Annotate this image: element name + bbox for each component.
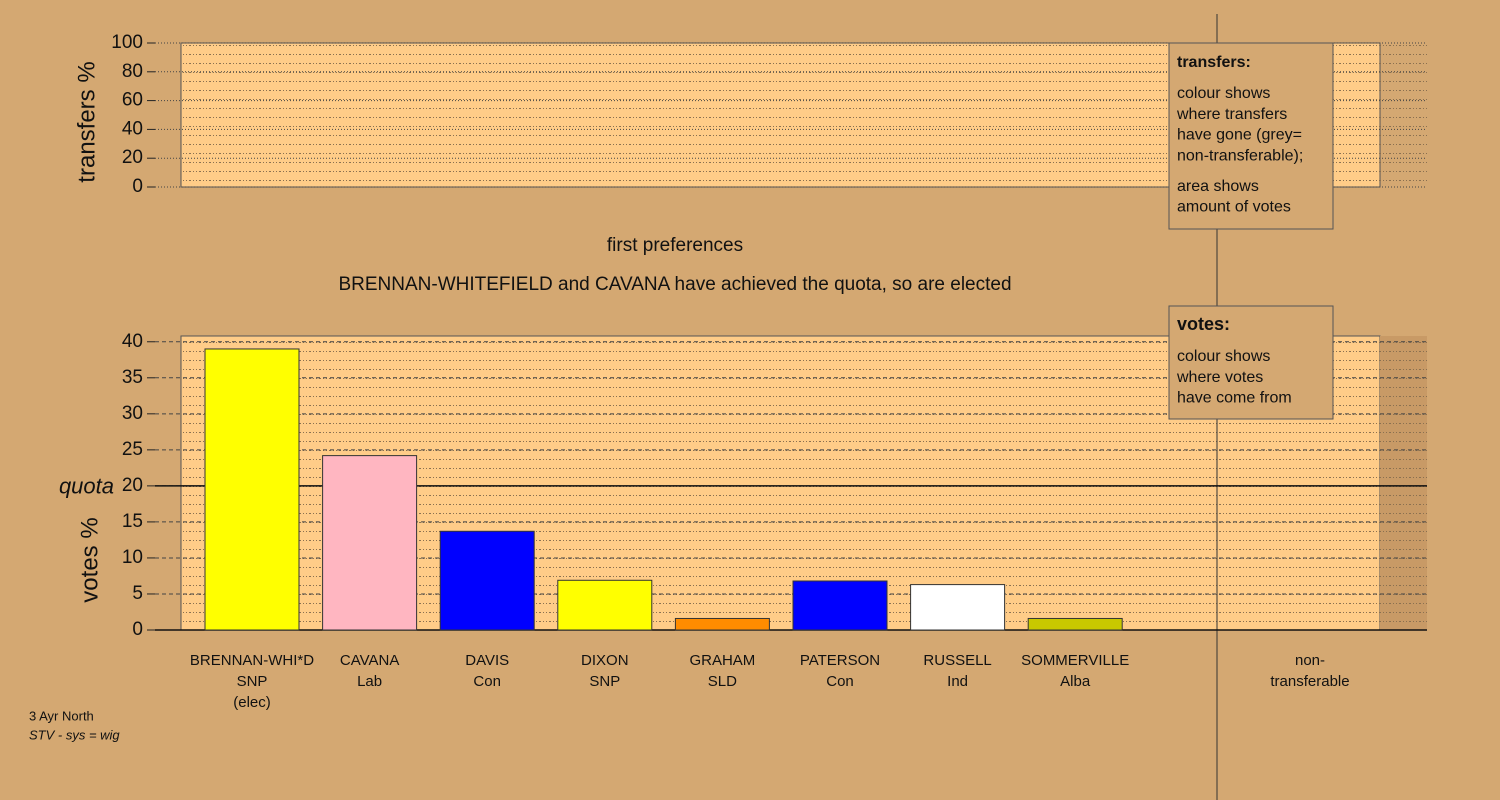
x-tick-label: Con (826, 673, 854, 690)
legend-text: have gone (grey= (1177, 127, 1302, 144)
y-axis-label: transfers % (73, 61, 100, 182)
bar (674, 617, 770, 631)
legend-text: have come from (1177, 390, 1292, 407)
legend-title: transfers: (1177, 54, 1251, 71)
legend-title: votes: (1177, 314, 1230, 334)
bar (792, 580, 888, 631)
legend-text: where transfers (1176, 106, 1287, 123)
x-tick-label: PATERSON (800, 652, 880, 669)
x-tick-label: SNP (237, 673, 268, 690)
y-tick-label: 40 (122, 331, 143, 352)
x-tick-label: CAVANA (340, 652, 399, 669)
bar (557, 579, 653, 631)
y-tick-label: 60 (122, 90, 143, 111)
bar (1027, 617, 1123, 631)
legend-text: colour shows (1177, 348, 1270, 365)
x-tick-label: SLD (708, 673, 737, 690)
x-tick-label: (elec) (233, 694, 271, 711)
y-tick-label: 25 (122, 439, 143, 460)
y-tick-label: 35 (122, 367, 143, 388)
y-tick-label: 15 (122, 511, 143, 532)
legend-text: amount of votes (1177, 199, 1291, 216)
y-tick-label: 80 (122, 61, 143, 82)
bar (910, 584, 1006, 631)
x-tick-label: SOMMERVILLE (1021, 652, 1129, 669)
bar (204, 348, 300, 631)
legend-box (1168, 305, 1334, 420)
bar (439, 530, 535, 631)
y-tick-label: 0 (132, 619, 143, 640)
status-text: BRENNAN-WHITEFIELD and CAVANA have achie… (338, 274, 1011, 295)
legend-box (1168, 42, 1334, 230)
legend-text: where votes (1176, 369, 1263, 386)
panel-title: first preferences (607, 235, 743, 256)
x-tick-label: RUSSELL (923, 652, 991, 669)
y-tick-label: 100 (111, 32, 143, 53)
x-tick-label: non- (1295, 652, 1325, 669)
legend-text: area shows (1177, 178, 1259, 195)
y-tick-label: 20 (122, 475, 143, 496)
y-tick-label: 30 (122, 403, 143, 424)
y-tick-label: 20 (122, 147, 143, 168)
x-tick-label: SNP (589, 673, 620, 690)
y-tick-label: 0 (132, 176, 143, 197)
legend-text: colour shows (1177, 85, 1270, 102)
y-tick-label: 5 (132, 583, 143, 604)
y-tick-label: 40 (122, 118, 143, 139)
footer-text: STV - sys = wig (29, 727, 120, 742)
bar (322, 455, 418, 631)
quota-label: quota (59, 474, 114, 499)
x-tick-label: Lab (357, 673, 382, 690)
x-tick-label: DIXON (581, 652, 629, 669)
legend-text: non-transferable); (1177, 147, 1303, 164)
x-tick-label: transferable (1270, 673, 1349, 690)
x-tick-label: GRAHAM (689, 652, 755, 669)
x-tick-label: DAVIS (465, 652, 509, 669)
footer-text: 3 Ayr North (29, 708, 94, 723)
x-tick-label: Con (473, 673, 501, 690)
x-tick-label: Alba (1060, 673, 1091, 690)
y-tick-label: 10 (122, 547, 143, 568)
y-axis-label: votes % (76, 517, 103, 602)
x-tick-label: Ind (947, 673, 968, 690)
x-tick-label: BRENNAN-WHI*D (190, 652, 314, 669)
